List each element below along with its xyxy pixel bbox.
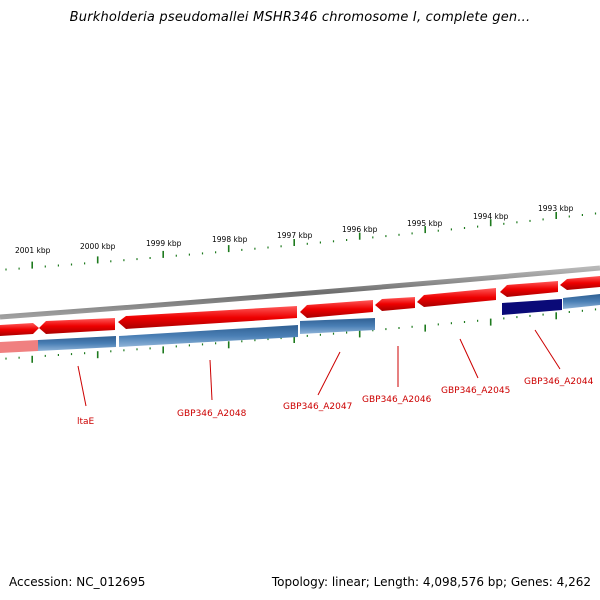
gene-feature[interactable] [417,288,496,307]
gene-label-ltaE[interactable]: ltaE [77,417,95,427]
kbp-label: 1996 kbp [342,225,378,234]
kbp-label: 2000 kbp [80,242,116,251]
kbp-label: 1997 kbp [277,231,313,240]
gene-label-a2044[interactable]: GBP346_A2044 [524,377,594,387]
kbp-label: 1999 kbp [146,239,182,248]
kbp-label: 1993 kbp [538,204,574,213]
gene-feature[interactable] [0,323,39,336]
bottom-ruler [5,308,597,363]
gene-feature-selected[interactable] [502,299,562,315]
gene-labels[interactable]: ltaE GBP346_A2048 GBP346_A2047 GBP346_A2… [77,377,594,427]
gene-label-a2048[interactable]: GBP346_A2048 [177,409,247,419]
gene-feature[interactable] [375,297,415,311]
accession-text: Accession: NC_012695 [9,575,146,589]
gene-label-a2046[interactable]: GBP346_A2046 [362,395,432,405]
gene-track-red[interactable] [0,276,600,336]
gene-feature-highlight[interactable] [0,340,38,353]
gene-label-leaders [77,329,561,407]
gene-feature[interactable] [118,306,297,329]
topology-text: Topology: linear; Length: 4,098,576 bp; … [271,575,591,589]
kbp-label: 1994 kbp [473,212,509,221]
gene-label-a2047[interactable]: GBP346_A2047 [283,402,352,412]
gene-track-blue[interactable] [0,294,600,353]
kbp-label: 1998 kbp [212,235,248,244]
gene-feature[interactable] [560,276,600,290]
gene-feature[interactable] [563,294,600,309]
kbp-labels: 2001 kbp 2000 kbp 1999 kbp 1998 kbp 1997… [15,204,574,255]
top-ruler [5,212,597,271]
kbp-label: 2001 kbp [15,246,51,255]
gene-feature[interactable] [119,325,298,347]
gene-feature[interactable] [500,281,558,297]
map-title: Burkholderia pseudomallei MSHR346 chromo… [69,10,531,25]
gene-feature[interactable] [300,318,375,334]
gene-label-a2045[interactable]: GBP346_A2045 [441,386,510,396]
gene-feature[interactable] [38,336,116,351]
chromosome-backbone [0,265,600,320]
gene-feature[interactable] [39,318,115,334]
gene-feature[interactable] [300,300,373,318]
kbp-label: 1995 kbp [407,219,443,228]
